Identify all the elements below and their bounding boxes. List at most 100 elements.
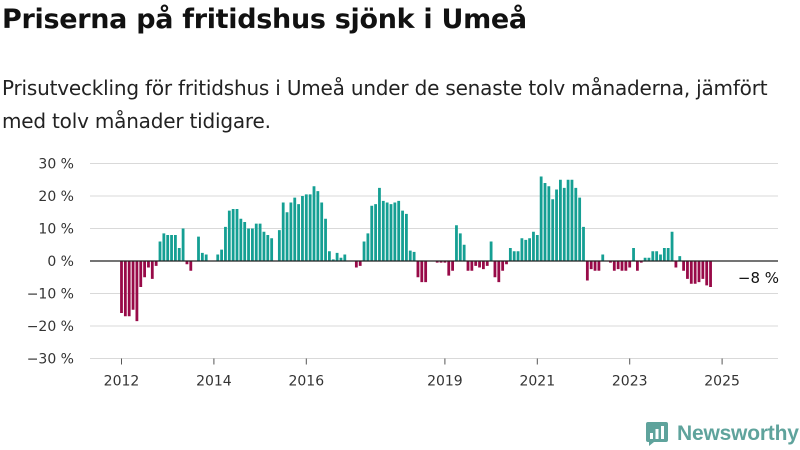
- bar: [301, 196, 304, 261]
- bar: [174, 235, 177, 261]
- bar: [231, 209, 235, 261]
- bar: [701, 261, 705, 279]
- bar: [308, 194, 312, 262]
- bar: [374, 204, 377, 262]
- x-tick-label: 2014: [196, 374, 232, 390]
- bar: [381, 200, 385, 262]
- bar: [697, 261, 701, 283]
- x-axis-ticks: 2012 2014 2016 2019 2021 2023 2025: [104, 358, 740, 390]
- bar: [224, 226, 227, 262]
- bar: [482, 261, 485, 270]
- bar: [435, 261, 439, 263]
- bar: [304, 194, 308, 262]
- bar: [297, 204, 300, 262]
- y-tick-label: 10 %: [38, 222, 74, 238]
- bar: [585, 261, 589, 281]
- bar: [651, 251, 655, 261]
- bar: [497, 261, 501, 283]
- bar: [412, 251, 416, 261]
- bar: [532, 231, 535, 261]
- bar: [266, 235, 270, 261]
- x-tick-label: 2021: [519, 374, 555, 390]
- bar: [574, 187, 578, 262]
- bar: [647, 257, 651, 261]
- annotation: −8 %: [738, 269, 779, 287]
- bar: [185, 261, 189, 265]
- y-tick-label: −10 %: [27, 287, 74, 303]
- bar: [343, 254, 347, 261]
- bar: [358, 261, 362, 266]
- bar: [335, 252, 339, 262]
- bar: [543, 183, 547, 261]
- bar: [628, 261, 632, 268]
- bar: [670, 231, 674, 261]
- bar: [277, 230, 281, 262]
- bar: [397, 200, 401, 262]
- bar: [166, 235, 170, 261]
- last-value-label: −8 %: [738, 269, 779, 287]
- bar: [239, 218, 243, 261]
- bar: [562, 187, 566, 262]
- bar: [547, 186, 551, 261]
- bar: [289, 202, 293, 261]
- bar: [162, 233, 166, 262]
- bar: [220, 249, 223, 262]
- bar: [474, 261, 478, 266]
- bar: [443, 261, 447, 263]
- bar: [493, 261, 497, 278]
- bar: [324, 218, 327, 261]
- bar: [505, 261, 508, 265]
- bar: [636, 261, 639, 271]
- chart-title: Priserna på fritidshus sjönk i Umeå: [2, 4, 527, 35]
- bar: [582, 226, 585, 262]
- brand-name: Newsworthy: [677, 422, 799, 445]
- bar: [451, 261, 454, 271]
- bar: [458, 233, 462, 262]
- bar: [693, 261, 697, 284]
- bar: [378, 187, 381, 262]
- bar: [466, 261, 470, 271]
- bar: [189, 261, 193, 271]
- bar: [385, 202, 389, 261]
- y-tick-label: −30 %: [27, 352, 74, 368]
- bar: [655, 251, 659, 261]
- bars: [120, 176, 712, 322]
- bar: [643, 257, 647, 261]
- bar: [470, 261, 474, 271]
- bar: [408, 250, 412, 261]
- bar: [370, 205, 374, 261]
- bar: [624, 261, 628, 271]
- grid-lines: [90, 163, 778, 359]
- x-tick-label: 2016: [288, 374, 324, 390]
- bar: [559, 179, 562, 261]
- bar: [528, 238, 531, 261]
- bar: [204, 254, 208, 261]
- bar: [366, 233, 370, 262]
- bar: [393, 202, 397, 261]
- bar: [566, 179, 570, 261]
- bar: [254, 223, 258, 262]
- bar: [424, 261, 428, 283]
- bar: [328, 251, 331, 261]
- y-tick-label: 20 %: [38, 189, 74, 205]
- bar: [262, 231, 266, 261]
- bar: [639, 261, 643, 263]
- bar: [689, 261, 693, 284]
- bar: [131, 261, 135, 310]
- bar: [662, 248, 666, 261]
- bar: [285, 212, 289, 261]
- bar: [312, 186, 316, 261]
- chart-subtitle: Prisutveckling för fritidshus i Umeå und…: [2, 76, 768, 133]
- bar: [593, 261, 597, 271]
- bar: [489, 241, 493, 261]
- bar: [339, 257, 343, 261]
- bar: [200, 252, 204, 262]
- bar: [216, 254, 220, 261]
- bar: [478, 261, 481, 268]
- bar: [362, 241, 366, 261]
- bar: [420, 261, 424, 283]
- bar: [127, 261, 131, 317]
- bar: [416, 261, 420, 278]
- bar: [235, 209, 239, 261]
